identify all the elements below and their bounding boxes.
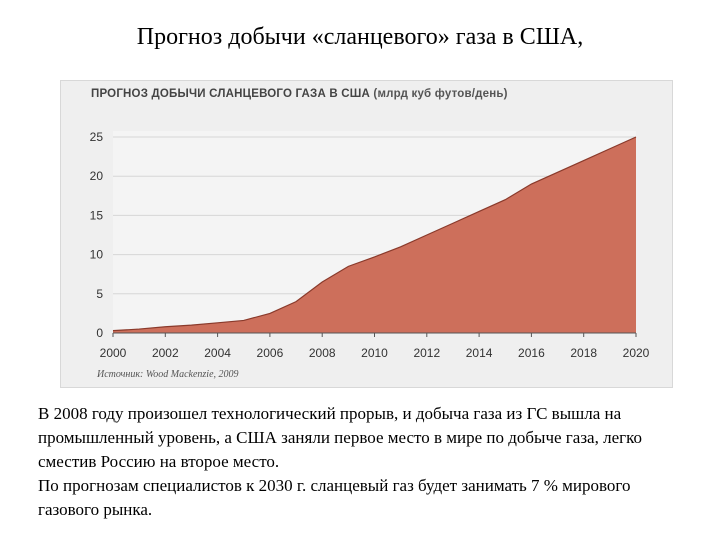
series-area — [113, 137, 636, 333]
chart-title-text: ПРОГНОЗ ДОБЫЧИ СЛАНЦЕВОГО ГАЗА В США — [91, 88, 371, 100]
y-tick-label: 20 — [90, 169, 104, 183]
x-tick-label: 2020 — [623, 346, 650, 360]
x-tick-label: 2008 — [309, 346, 336, 360]
slide-title: Прогноз добычи «сланцевого» газа в США, — [136, 24, 584, 50]
y-tick-label: 25 — [90, 130, 104, 144]
body-text: В 2008 году произошел технологический пр… — [38, 402, 688, 522]
x-tick-label: 2006 — [257, 346, 284, 360]
x-tick-label: 2010 — [361, 346, 388, 360]
x-tick-label: 2002 — [152, 346, 179, 360]
x-tick-label: 2018 — [570, 346, 597, 360]
x-tick-label: 2016 — [518, 346, 545, 360]
x-tick-label: 2014 — [466, 346, 493, 360]
y-tick-label: 15 — [90, 208, 104, 222]
chart-panel: ПРОГНОЗ ДОБЫЧИ СЛАНЦЕВОГО ГАЗА В США (мл… — [60, 80, 673, 388]
chart-source: Источник: Wood Mackenzie, 2009 — [97, 369, 239, 380]
chart-title: ПРОГНОЗ ДОБЫЧИ СЛАНЦЕВОГО ГАЗА В США (мл… — [61, 81, 672, 107]
y-tick-label: 5 — [96, 287, 103, 301]
y-tick-label: 0 — [96, 326, 103, 340]
chart-plot: 0 5 10 15 20 25 2000 2002 2004 2006 2008 2010 2012 20… — [90, 130, 650, 360]
series-line — [112, 136, 637, 332]
x-tick-label: 2004 — [204, 346, 231, 360]
x-tick-label: 2012 — [413, 346, 440, 360]
chart-unit: (млрд куб футов/день) — [373, 88, 508, 100]
y-tick-label: 10 — [90, 248, 104, 262]
x-tick-label: 2000 — [100, 346, 127, 360]
body-paragraph-1: В 2008 году произошел технологический пр… — [38, 404, 642, 471]
body-paragraph-2: По прогнозам специалистов к 2030 г. слан… — [38, 476, 631, 519]
